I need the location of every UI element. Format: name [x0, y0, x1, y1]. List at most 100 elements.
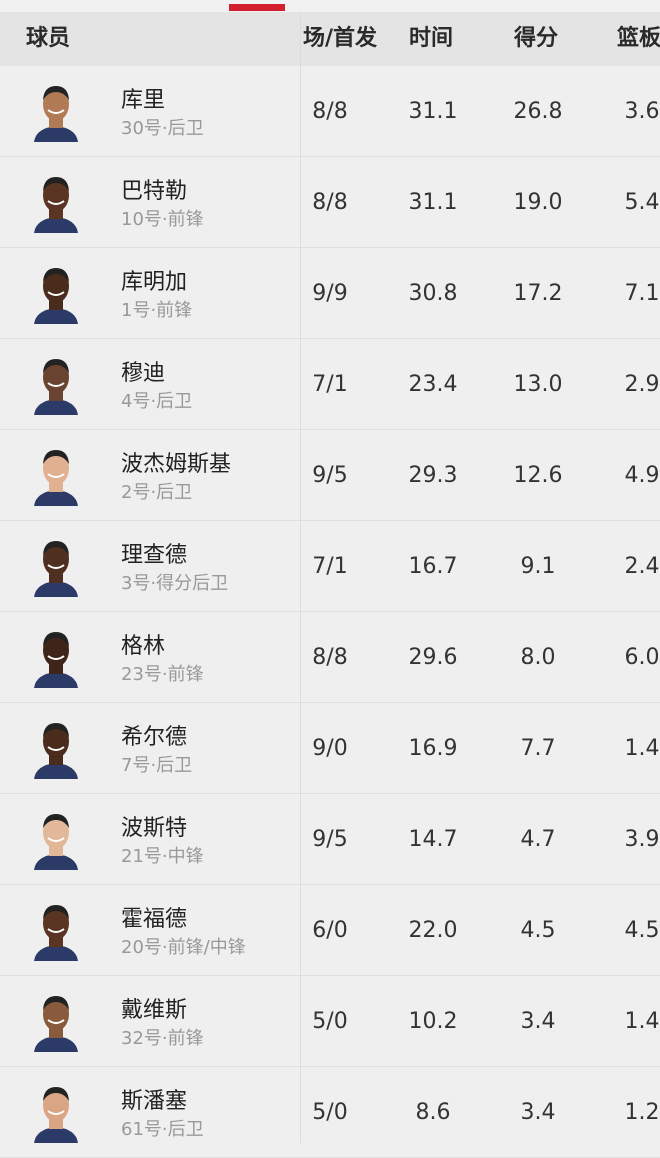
player-number-position: 4号·后卫 — [121, 391, 193, 412]
player-number-position: 2号·后卫 — [121, 482, 193, 503]
games-started: 8/8 — [312, 645, 348, 670]
games-started: 6/0 — [312, 918, 348, 943]
rebounds: 1.4 — [624, 1009, 660, 1034]
player-avatar — [34, 632, 78, 688]
player-number-position: 10号·前锋 — [121, 209, 204, 230]
games-started: 9/5 — [312, 827, 348, 852]
player-avatar — [34, 541, 78, 597]
points: 4.5 — [520, 918, 556, 943]
points: 17.2 — [513, 281, 563, 306]
player-avatar — [34, 177, 78, 233]
minutes: 23.4 — [408, 372, 458, 397]
games-started: 8/8 — [312, 190, 348, 215]
points: 3.4 — [520, 1009, 556, 1034]
games-started: 9/5 — [312, 463, 348, 488]
player-row[interactable]: 格林 23号·前锋 8/8 29.6 8.0 6.0 — [0, 612, 660, 703]
player-number-position: 23号·前锋 — [121, 664, 204, 685]
player-avatar — [34, 1087, 78, 1143]
player-number-position: 3号·得分后卫 — [121, 573, 229, 594]
player-row[interactable]: 理查德 3号·得分后卫 7/1 16.7 9.1 2.4 — [0, 521, 660, 612]
player-name[interactable]: 波杰姆斯基 — [121, 452, 232, 477]
games-started: 7/1 — [312, 372, 348, 397]
points: 8.0 — [520, 645, 556, 670]
header-games[interactable]: 场/首发 — [303, 26, 378, 51]
player-name[interactable]: 库里 — [121, 88, 166, 113]
rebounds: 6.0 — [624, 645, 660, 670]
minutes: 16.9 — [408, 736, 458, 761]
column-divider — [300, 12, 301, 1143]
table-header: 球员 场/首发 时间 得分 篮板 — [0, 12, 660, 66]
player-avatar — [34, 86, 78, 142]
player-number-position: 61号·后卫 — [121, 1119, 204, 1140]
points: 4.7 — [520, 827, 556, 852]
rebounds: 3.9 — [624, 827, 660, 852]
player-name[interactable]: 理查德 — [121, 543, 188, 568]
games-started: 8/8 — [312, 99, 348, 124]
player-avatar — [34, 359, 78, 415]
games-started: 5/0 — [312, 1009, 348, 1034]
player-row[interactable]: 库里 30号·后卫 8/8 31.1 26.8 3.6 — [0, 66, 660, 157]
header-points[interactable]: 得分 — [514, 26, 559, 51]
games-started: 9/0 — [312, 736, 348, 761]
minutes: 14.7 — [408, 827, 458, 852]
rebounds: 1.4 — [624, 736, 660, 761]
player-number-position: 32号·前锋 — [121, 1028, 204, 1049]
player-row[interactable]: 巴特勒 10号·前锋 8/8 31.1 19.0 5.4 — [0, 157, 660, 248]
games-started: 9/9 — [312, 281, 348, 306]
player-row[interactable]: 波杰姆斯基 2号·后卫 9/5 29.3 12.6 4.9 — [0, 430, 660, 521]
player-name[interactable]: 希尔德 — [121, 725, 188, 750]
points: 12.6 — [513, 463, 563, 488]
player-name[interactable]: 波斯特 — [121, 816, 188, 841]
player-avatar — [34, 268, 78, 324]
minutes: 22.0 — [408, 918, 458, 943]
rebounds: 3.6 — [624, 99, 660, 124]
minutes: 29.6 — [408, 645, 458, 670]
player-name[interactable]: 巴特勒 — [121, 179, 188, 204]
points: 19.0 — [513, 190, 563, 215]
player-number-position: 7号·后卫 — [121, 755, 193, 776]
player-number-position: 20号·前锋/中锋 — [121, 937, 246, 958]
player-name[interactable]: 戴维斯 — [121, 998, 188, 1023]
player-row[interactable]: 斯潘塞 61号·后卫 5/0 8.6 3.4 1.2 — [0, 1067, 660, 1158]
player-row[interactable]: 穆迪 4号·后卫 7/1 23.4 13.0 2.9 — [0, 339, 660, 430]
minutes: 29.3 — [408, 463, 458, 488]
player-avatar — [34, 905, 78, 961]
player-name[interactable]: 库明加 — [121, 270, 188, 295]
points: 9.1 — [520, 554, 556, 579]
player-name[interactable]: 穆迪 — [121, 361, 166, 386]
minutes: 30.8 — [408, 281, 458, 306]
header-player: 球员 — [26, 26, 71, 51]
minutes: 31.1 — [408, 190, 458, 215]
points: 3.4 — [520, 1100, 556, 1125]
player-number-position: 30号·后卫 — [121, 118, 204, 139]
rebounds: 5.4 — [624, 190, 660, 215]
player-name[interactable]: 霍福德 — [121, 907, 188, 932]
games-started: 7/1 — [312, 554, 348, 579]
player-row[interactable]: 库明加 1号·前锋 9/9 30.8 17.2 7.1 — [0, 248, 660, 339]
active-tab-indicator — [229, 4, 285, 11]
points: 7.7 — [520, 736, 556, 761]
points: 26.8 — [513, 99, 563, 124]
minutes: 10.2 — [408, 1009, 458, 1034]
player-row[interactable]: 波斯特 21号·中锋 9/5 14.7 4.7 3.9 — [0, 794, 660, 885]
rebounds: 1.2 — [624, 1100, 660, 1125]
player-row[interactable]: 霍福德 20号·前锋/中锋 6/0 22.0 4.5 4.5 — [0, 885, 660, 976]
player-avatar — [34, 723, 78, 779]
rebounds: 2.9 — [624, 372, 660, 397]
top-tab-strip — [0, 0, 660, 12]
minutes: 16.7 — [408, 554, 458, 579]
header-minutes[interactable]: 时间 — [409, 26, 454, 51]
points: 13.0 — [513, 372, 563, 397]
header-rebounds[interactable]: 篮板 — [617, 26, 660, 51]
player-avatar — [34, 450, 78, 506]
player-row[interactable]: 戴维斯 32号·前锋 5/0 10.2 3.4 1.4 — [0, 976, 660, 1067]
rebounds: 4.9 — [624, 463, 660, 488]
player-number-position: 1号·前锋 — [121, 300, 193, 321]
player-row[interactable]: 希尔德 7号·后卫 9/0 16.9 7.7 1.4 — [0, 703, 660, 794]
rebounds: 2.4 — [624, 554, 660, 579]
player-number-position: 21号·中锋 — [121, 846, 204, 867]
minutes: 8.6 — [415, 1100, 451, 1125]
player-name[interactable]: 格林 — [121, 634, 166, 659]
player-name[interactable]: 斯潘塞 — [121, 1089, 188, 1114]
games-started: 5/0 — [312, 1100, 348, 1125]
